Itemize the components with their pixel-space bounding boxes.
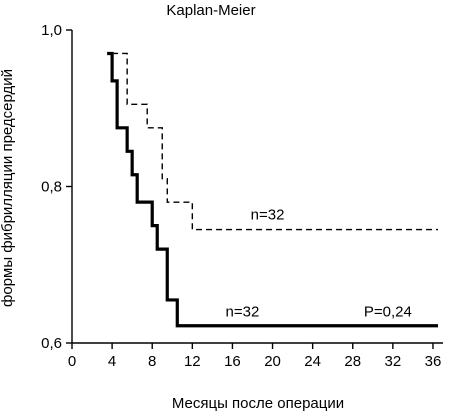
x-tick-label: 24 (304, 353, 321, 370)
y-tick-label: 1,0 (41, 22, 62, 39)
x-tick-label: 0 (68, 353, 76, 370)
x-tick-label: 12 (184, 353, 201, 370)
x-axis-title: Месяцы после операции (172, 395, 344, 412)
x-tick-label: 4 (108, 353, 116, 370)
y-tick-label: 0,6 (41, 335, 62, 352)
chart-title: Kaplan-Meier (166, 2, 255, 19)
x-tick-label: 20 (264, 353, 281, 370)
axes: 0 4 8 12 16 20 24 28 32 36 0,6 0,8 1,0 (41, 22, 443, 370)
annotation-label: n=32 (226, 303, 260, 320)
dashed-survival-curve (112, 52, 438, 231)
y-tick-label: 0,8 (41, 179, 62, 196)
x-tick-label: 16 (224, 353, 241, 370)
annotation-label: n=32 (251, 206, 285, 223)
x-tick-label: 28 (344, 353, 361, 370)
y-axis-title: формы фибрилляции предсердий (0, 69, 16, 307)
series-layer (107, 51, 438, 328)
annotations: n=32 n=32 P=0,24 (226, 206, 412, 320)
x-tick-label: 8 (148, 353, 156, 370)
annotation-label: P=0,24 (364, 303, 412, 320)
solid-survival-curve (107, 51, 438, 328)
x-tick-label: 32 (385, 353, 402, 370)
x-tick-label: 36 (425, 353, 442, 370)
